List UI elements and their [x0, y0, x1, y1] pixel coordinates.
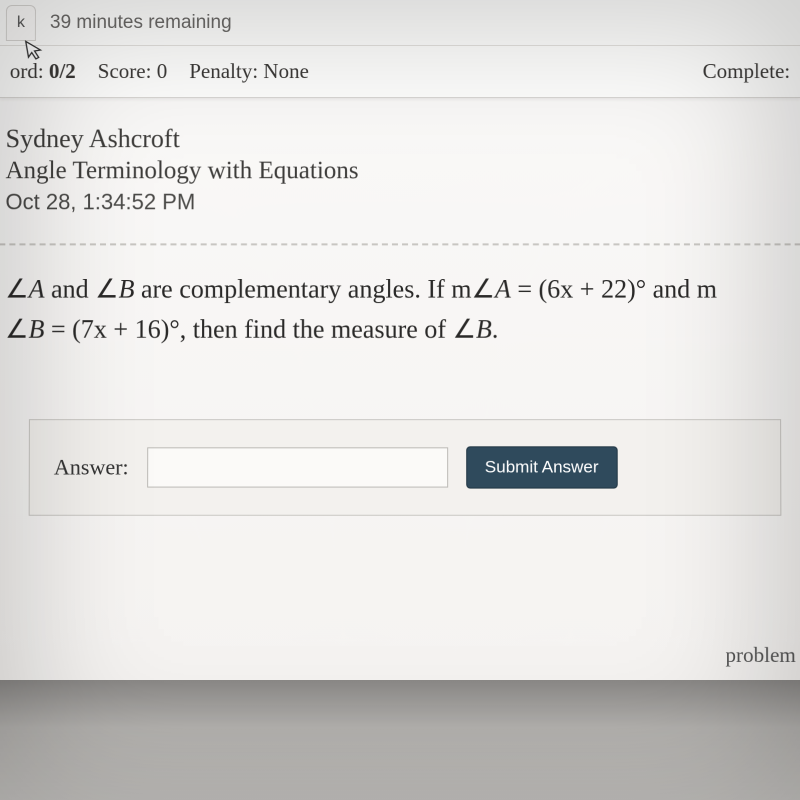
answer-input[interactable] — [147, 447, 448, 487]
answer-label: Answer: — [54, 454, 129, 480]
question-text: ∠A and ∠B are complementary angles. If m… — [0, 269, 800, 350]
record-stat: ord: 0/2 — [10, 59, 76, 84]
answer-box: Answer: Submit Answer — [29, 419, 782, 516]
problem-meta: Sydney Ashcroft Angle Terminology with E… — [0, 98, 800, 229]
assignment-topic: Angle Terminology with Equations — [5, 157, 786, 185]
timestamp: Oct 28, 1:34:52 PM — [5, 189, 786, 215]
divider — [0, 243, 800, 245]
desk-surface — [0, 680, 800, 800]
penalty-stat: Penalty: None — [189, 59, 309, 84]
submit-answer-button[interactable]: Submit Answer — [466, 446, 618, 488]
score-stat: Score: 0 — [98, 59, 167, 84]
timer-text: 39 minutes remaining — [50, 11, 232, 33]
top-bar: k 39 minutes remaining — [0, 0, 800, 46]
stats-bar: ord: 0/2 Score: 0 Penalty: None Complete… — [0, 46, 800, 98]
problem-tag: problem — [725, 643, 795, 668]
student-name: Sydney Ashcroft — [6, 124, 787, 154]
complete-stat: Complete: — [703, 59, 791, 84]
app-screen: k 39 minutes remaining ord: 0/2 Score: 0… — [0, 0, 800, 683]
tab-button[interactable]: k — [6, 4, 36, 40]
tab-letter: k — [17, 13, 25, 31]
